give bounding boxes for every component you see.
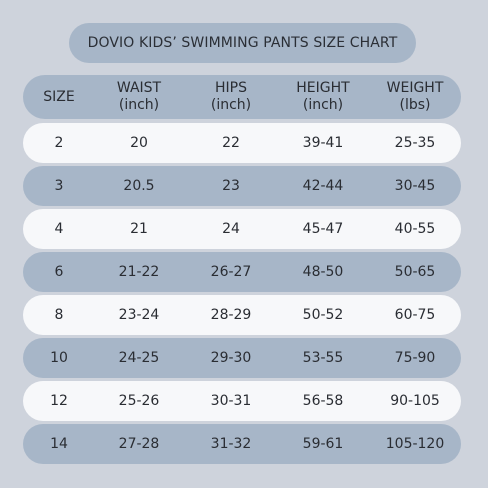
chart-title: DOVIO KIDS’ SWIMMING PANTS SIZE CHART bbox=[69, 23, 416, 63]
weight-cell: 30-45 bbox=[394, 177, 436, 194]
table-row: 8 23-24 28-29 50-52 60-75 bbox=[23, 295, 461, 335]
hips-cell: 28-29 bbox=[210, 306, 252, 323]
waist-cell: 25-26 bbox=[118, 392, 160, 409]
table-row: 12 25-26 30-31 56-58 90-105 bbox=[23, 381, 461, 421]
height-cell: 59-61 bbox=[302, 435, 344, 452]
table-row: 4 21 24 45-47 40-55 bbox=[23, 209, 461, 249]
weight-cell: 90-105 bbox=[390, 392, 440, 409]
weight-cell: 105-120 bbox=[385, 435, 445, 452]
header-height: HEIGHT (inch) bbox=[296, 80, 349, 114]
header-weight: WEIGHT (lbs) bbox=[387, 80, 444, 114]
header-hips-label: HIPS bbox=[214, 80, 247, 96]
header-weight-unit: (lbs) bbox=[399, 97, 431, 113]
hips-cell: 22 bbox=[222, 134, 240, 151]
waist-cell: 21-22 bbox=[118, 263, 160, 280]
header-waist-label: WAIST bbox=[116, 80, 162, 96]
waist-cell: 21 bbox=[130, 220, 148, 237]
hips-cell: 30-31 bbox=[210, 392, 252, 409]
height-cell: 42-44 bbox=[302, 177, 344, 194]
header-waist-unit: (inch) bbox=[118, 97, 160, 113]
hips-cell: 24 bbox=[222, 220, 240, 237]
table-header-row: SIZE WAIST (inch) HIPS (inch) HEIGHT (in… bbox=[23, 75, 461, 119]
header-height-unit: (inch) bbox=[302, 97, 344, 113]
height-cell: 45-47 bbox=[302, 220, 344, 237]
table-row: 10 24-25 29-30 53-55 75-90 bbox=[23, 338, 461, 378]
hips-cell: 31-32 bbox=[210, 435, 252, 452]
size-cell: 4 bbox=[54, 220, 64, 237]
hips-cell: 23 bbox=[222, 177, 240, 194]
header-size: SIZE bbox=[43, 88, 75, 105]
table-row: 3 20.5 23 42-44 30-45 bbox=[23, 166, 461, 206]
hips-cell: 26-27 bbox=[210, 263, 252, 280]
waist-cell: 27-28 bbox=[118, 435, 160, 452]
waist-cell: 24-25 bbox=[118, 349, 160, 366]
table-row: 6 21-22 26-27 48-50 50-65 bbox=[23, 252, 461, 292]
header-waist: WAIST (inch) bbox=[117, 80, 161, 114]
header-weight-label: WEIGHT bbox=[386, 80, 444, 96]
size-cell: 12 bbox=[50, 392, 68, 409]
height-cell: 56-58 bbox=[302, 392, 344, 409]
height-cell: 48-50 bbox=[302, 263, 344, 280]
weight-cell: 60-75 bbox=[394, 306, 436, 323]
height-cell: 39-41 bbox=[302, 134, 344, 151]
weight-cell: 25-35 bbox=[394, 134, 436, 151]
size-cell: 10 bbox=[50, 349, 68, 366]
weight-cell: 50-65 bbox=[394, 263, 436, 280]
weight-cell: 75-90 bbox=[394, 349, 436, 366]
table-row: 2 20 22 39-41 25-35 bbox=[23, 123, 461, 163]
waist-cell: 20 bbox=[130, 134, 148, 151]
size-cell: 2 bbox=[54, 134, 64, 151]
waist-cell: 23-24 bbox=[118, 306, 160, 323]
height-cell: 53-55 bbox=[302, 349, 344, 366]
table-row: 14 27-28 31-32 59-61 105-120 bbox=[23, 424, 461, 464]
size-cell: 8 bbox=[54, 306, 64, 323]
header-hips-unit: (inch) bbox=[210, 97, 252, 113]
size-cell: 6 bbox=[54, 263, 64, 280]
size-cell: 3 bbox=[54, 177, 64, 194]
hips-cell: 29-30 bbox=[210, 349, 252, 366]
header-hips: HIPS (inch) bbox=[211, 80, 251, 114]
height-cell: 50-52 bbox=[302, 306, 344, 323]
waist-cell: 20.5 bbox=[123, 177, 155, 194]
header-height-label: HEIGHT bbox=[296, 80, 350, 96]
weight-cell: 40-55 bbox=[394, 220, 436, 237]
size-cell: 14 bbox=[50, 435, 68, 452]
